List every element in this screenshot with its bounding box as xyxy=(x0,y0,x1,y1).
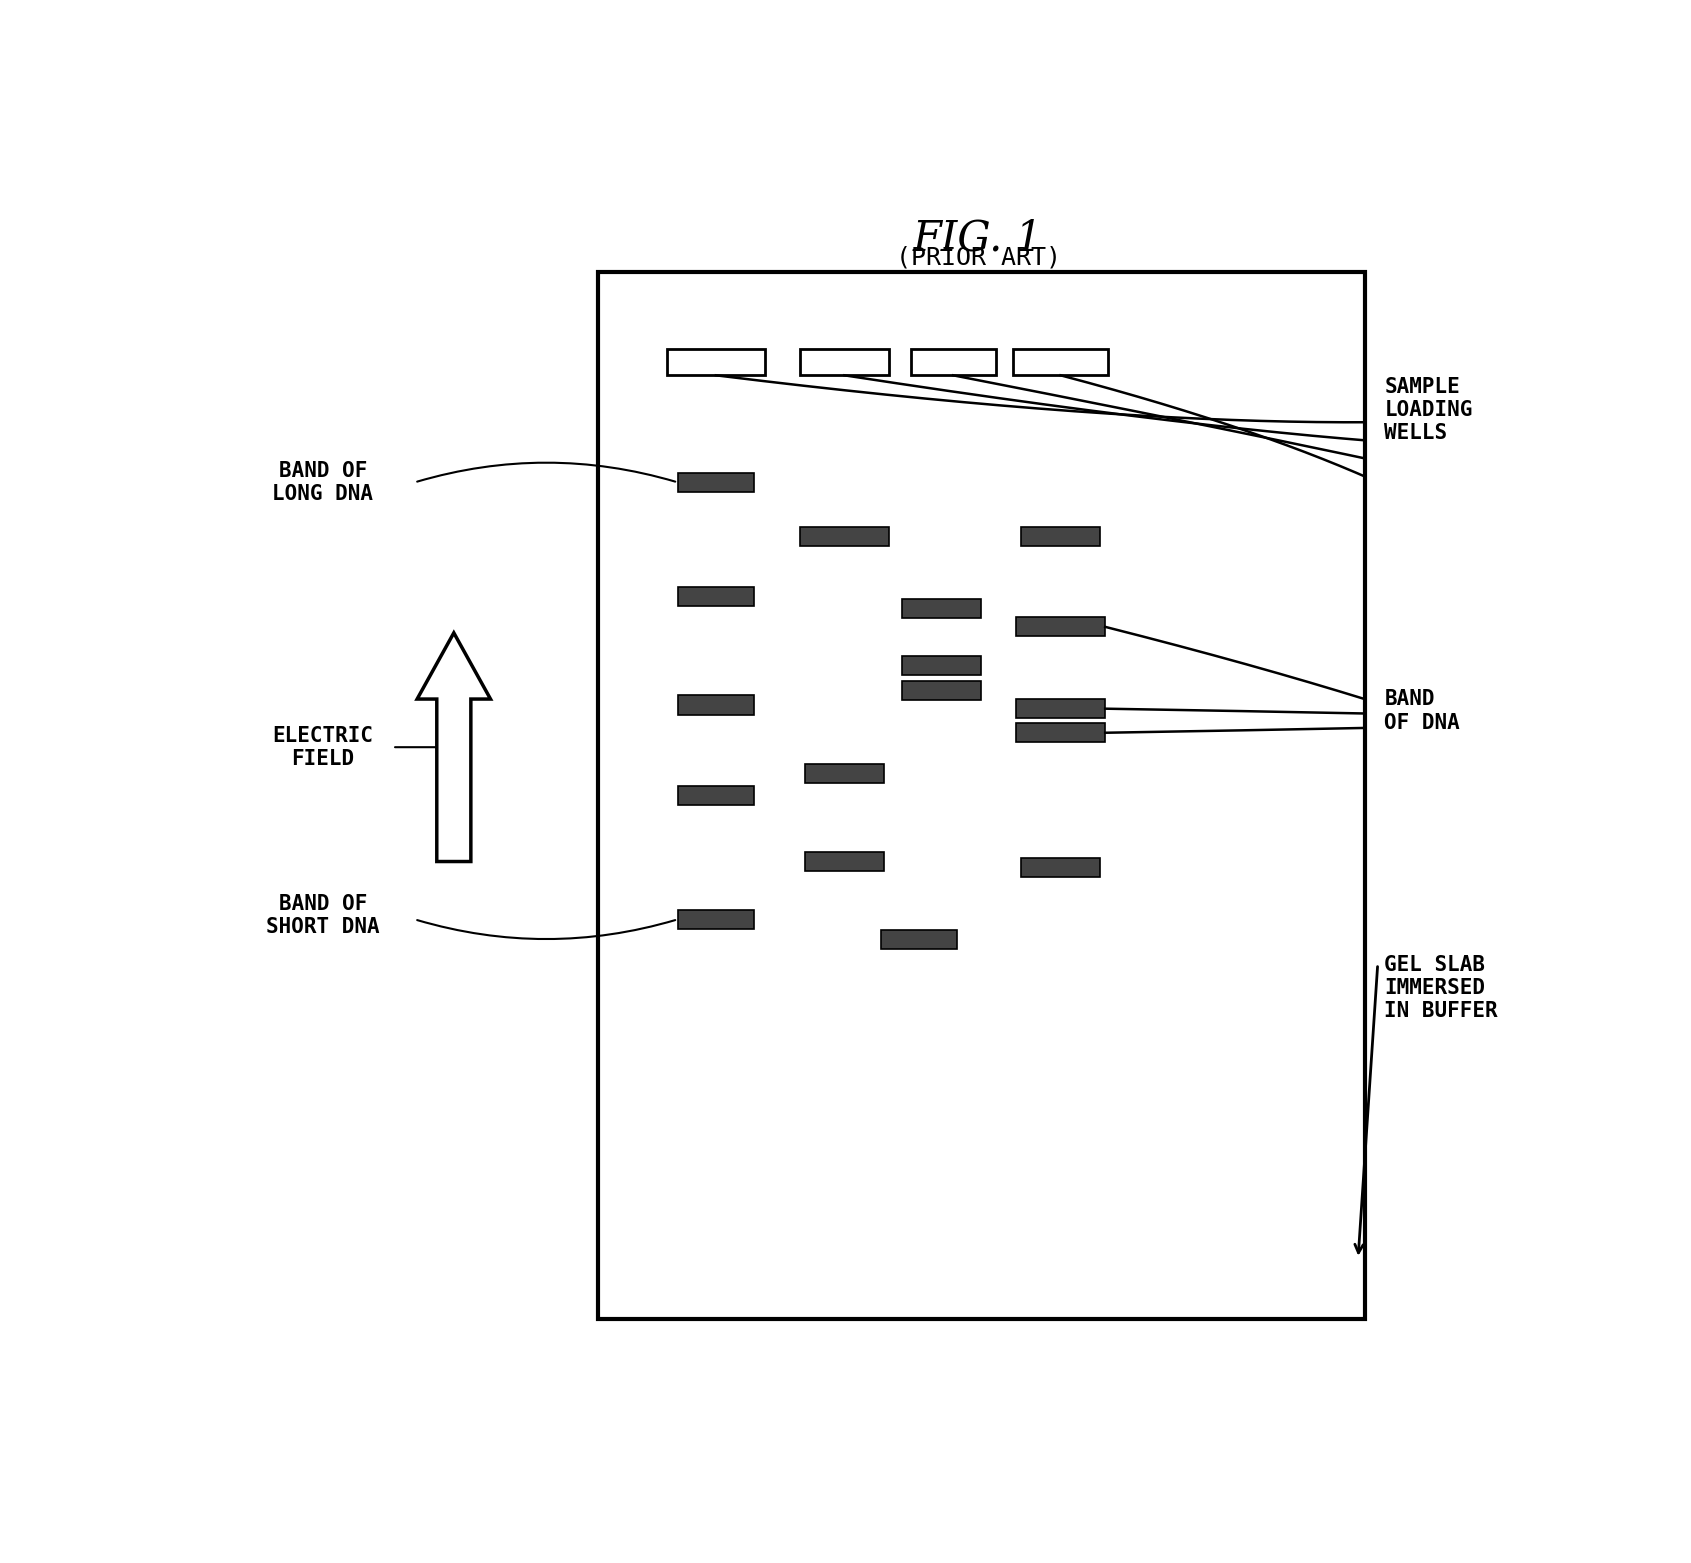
Text: BAND
OF DNA: BAND OF DNA xyxy=(1385,689,1459,733)
Bar xyxy=(678,910,754,928)
Polygon shape xyxy=(418,633,490,861)
Bar xyxy=(678,588,754,606)
Bar xyxy=(1016,617,1106,636)
Bar xyxy=(910,349,996,375)
Text: GEL SLAB
IMMERSED
IN BUFFER: GEL SLAB IMMERSED IN BUFFER xyxy=(1385,955,1498,1021)
Bar xyxy=(1016,724,1106,742)
Bar xyxy=(599,272,1365,1319)
Text: ELECTRIC
FIELD: ELECTRIC FIELD xyxy=(272,725,374,769)
Bar xyxy=(666,349,764,375)
Bar xyxy=(805,764,884,783)
Bar xyxy=(678,696,754,714)
Text: SAMPLE
LOADING
WELLS: SAMPLE LOADING WELLS xyxy=(1385,377,1473,444)
Bar xyxy=(901,599,981,619)
Bar xyxy=(805,852,884,871)
Bar xyxy=(1016,699,1106,719)
Bar xyxy=(678,472,754,492)
Bar xyxy=(800,349,889,375)
Bar xyxy=(1021,527,1099,545)
Bar xyxy=(800,527,889,545)
Text: FIG. 1: FIG. 1 xyxy=(913,217,1043,259)
Text: BAND OF
LONG DNA: BAND OF LONG DNA xyxy=(272,461,374,503)
Bar xyxy=(881,930,957,949)
Text: (PRIOR ART): (PRIOR ART) xyxy=(896,245,1060,269)
Bar xyxy=(901,681,981,700)
Bar xyxy=(678,786,754,805)
Bar xyxy=(1021,858,1099,877)
Bar xyxy=(1013,349,1108,375)
Text: BAND OF
SHORT DNA: BAND OF SHORT DNA xyxy=(265,894,379,938)
Bar xyxy=(901,656,981,675)
